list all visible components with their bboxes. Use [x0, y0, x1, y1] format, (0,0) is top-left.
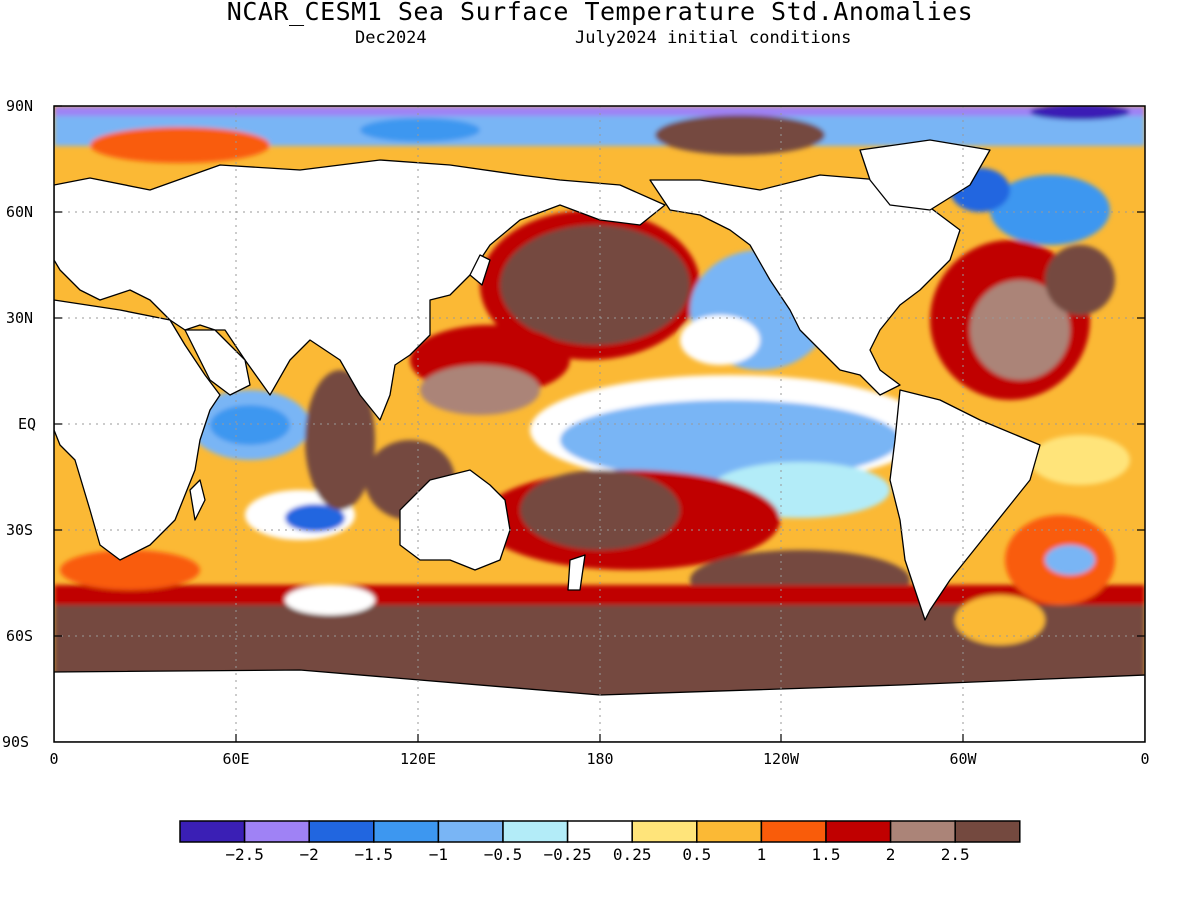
colorbar-tick-label: 1.5 — [811, 845, 841, 864]
colorbar-tick-label: −0.25 — [543, 845, 592, 864]
colorbar-tick-label: 0.5 — [682, 845, 712, 864]
landmasses — [54, 139, 1145, 742]
colorbar-cell — [243, 820, 310, 843]
lat-label-30s: 30S — [6, 521, 34, 539]
colorbar-cell — [308, 820, 375, 843]
lat-label-60n: 60N — [6, 203, 34, 221]
colorbar-tick-label: 0.25 — [612, 845, 652, 864]
initial-conditions: July2024 initial conditions — [575, 28, 852, 48]
colorbar-cell — [889, 820, 956, 843]
colorbar-cell — [566, 820, 633, 843]
lon-label-0: 0 — [49, 750, 59, 768]
colorbar-tick-label: 2.5 — [940, 845, 970, 864]
lat-label-30n: 30N — [6, 309, 34, 327]
forecast-month: Dec2024 — [355, 28, 427, 48]
colorbar-cell — [696, 820, 763, 843]
lon-label-60e: 60E — [222, 750, 250, 768]
graticule — [54, 106, 1145, 742]
axis-ticks — [54, 105, 1145, 742]
colorbar-tick-label: −2.5 — [225, 845, 264, 864]
colorbar-cell — [502, 820, 569, 843]
colorbar-cell — [179, 820, 246, 843]
lon-label-60w: 60W — [949, 750, 977, 768]
anomaly-field — [54, 106, 1145, 742]
colorbar-cell — [373, 820, 440, 843]
lat-label-90n: 90N — [6, 97, 34, 115]
colorbar-cell — [825, 820, 892, 843]
colorbar-tick-label: −0.5 — [483, 845, 523, 864]
colorbar-tick-label: −1.5 — [354, 845, 394, 864]
colorbar-tick-label: 1 — [756, 845, 767, 864]
colorbar-tick-label: −1 — [428, 845, 449, 864]
lat-label-eq: EQ — [18, 415, 37, 433]
lat-label-90s: 90S — [2, 733, 30, 751]
colorbar-cell — [760, 820, 827, 843]
lat-label-60s: 60S — [6, 627, 34, 645]
colorbar-tick-label: −2 — [299, 845, 319, 864]
lon-label-120e: 120E — [399, 750, 437, 768]
lon-label-180: 180 — [586, 750, 614, 768]
lon-label-120w: 120W — [762, 750, 800, 768]
colorbar-tick-label: 2 — [885, 845, 896, 864]
map-title: NCAR_CESM1 Sea Surface Temperature Std.A… — [226, 0, 974, 26]
colorbar-cell — [954, 820, 1021, 843]
colorbar-cell — [437, 820, 504, 843]
lon-label-0-east: 0 — [1140, 750, 1150, 768]
colorbar-cell — [631, 820, 698, 843]
